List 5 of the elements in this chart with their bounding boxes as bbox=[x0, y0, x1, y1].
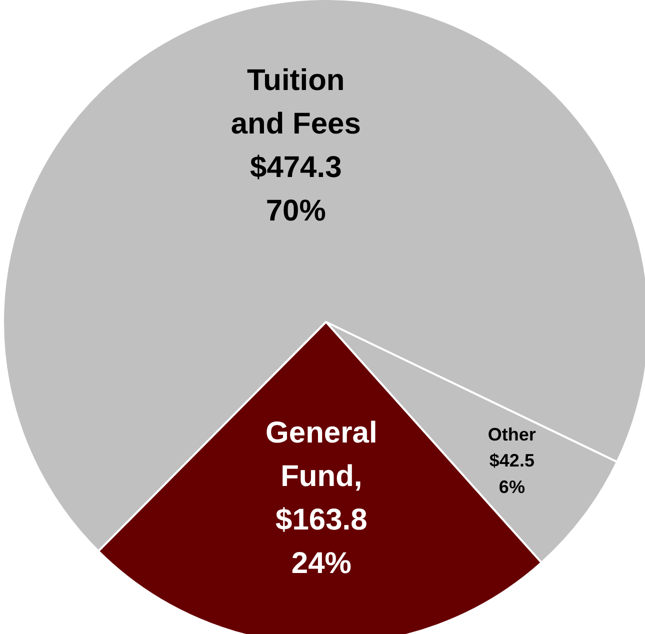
data-label: $42.5 6% bbox=[489, 450, 534, 497]
slice-label: General Fund, $163.8 24% bbox=[266, 416, 378, 580]
slice-label: Other bbox=[488, 424, 536, 445]
data-label: $474.3 70% bbox=[250, 150, 342, 228]
slice-label: Tuition and Fees bbox=[230, 64, 361, 140]
